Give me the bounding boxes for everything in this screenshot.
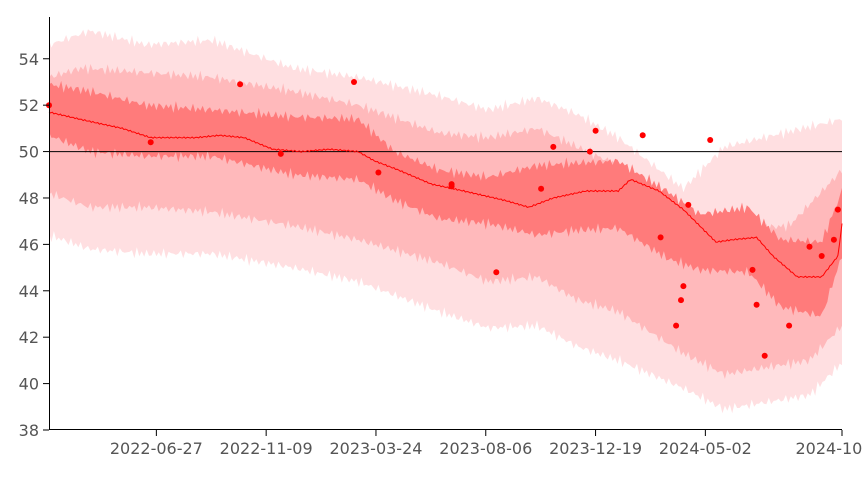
data-point [493,269,500,276]
data-point [237,81,244,88]
x-tick-label: 2023-08-06 [439,439,532,458]
data-point [830,236,837,243]
data-point [639,132,646,139]
x-tick-label: 2023-03-24 [329,439,422,458]
y-tick-label: 38 [19,421,39,440]
data-point [538,185,545,192]
y-axis-ticks: 38 40 42 44 46 48 50 52 54 [19,50,49,440]
x-tick-label: 2022-11-09 [220,439,313,458]
y-tick-label: 52 [19,96,39,115]
data-point [786,322,793,329]
data-point [749,266,756,273]
data-point [806,243,813,250]
data-point [375,169,382,176]
x-axis-ticks: 2022-06-27 2022-11-09 2023-03-24 2023-08-06… [110,430,862,458]
data-point [351,79,357,85]
y-tick-label: 50 [19,143,39,162]
data-point [707,137,714,143]
data-point [592,127,599,134]
x-tick-label: 2024-10-17 [796,439,862,458]
y-tick-label: 42 [19,328,39,347]
data-point [277,150,284,157]
data-point [147,139,154,146]
data-point [678,297,684,304]
y-tick-label: 46 [19,235,39,254]
data-point [761,352,768,359]
median-line [48,111,843,279]
observed-points [46,79,841,359]
data-point [818,253,825,259]
data-point [834,206,841,213]
x-tick-label: 2024-05-02 [659,439,752,458]
uncertainty-bands [49,29,842,414]
data-point [657,234,664,241]
x-tick-label: 2022-06-27 [110,439,203,458]
data-point [586,148,593,155]
data-point [448,183,455,190]
y-tick-label: 48 [19,189,39,208]
y-tick-label: 44 [19,282,39,301]
data-point [680,283,687,290]
data-point [753,301,760,308]
data-point [685,201,692,208]
data-point [550,143,557,150]
data-point [673,322,680,329]
y-tick-label: 54 [19,50,39,69]
y-tick-label: 40 [19,375,39,394]
x-tick-label: 2023-12-19 [549,439,642,458]
